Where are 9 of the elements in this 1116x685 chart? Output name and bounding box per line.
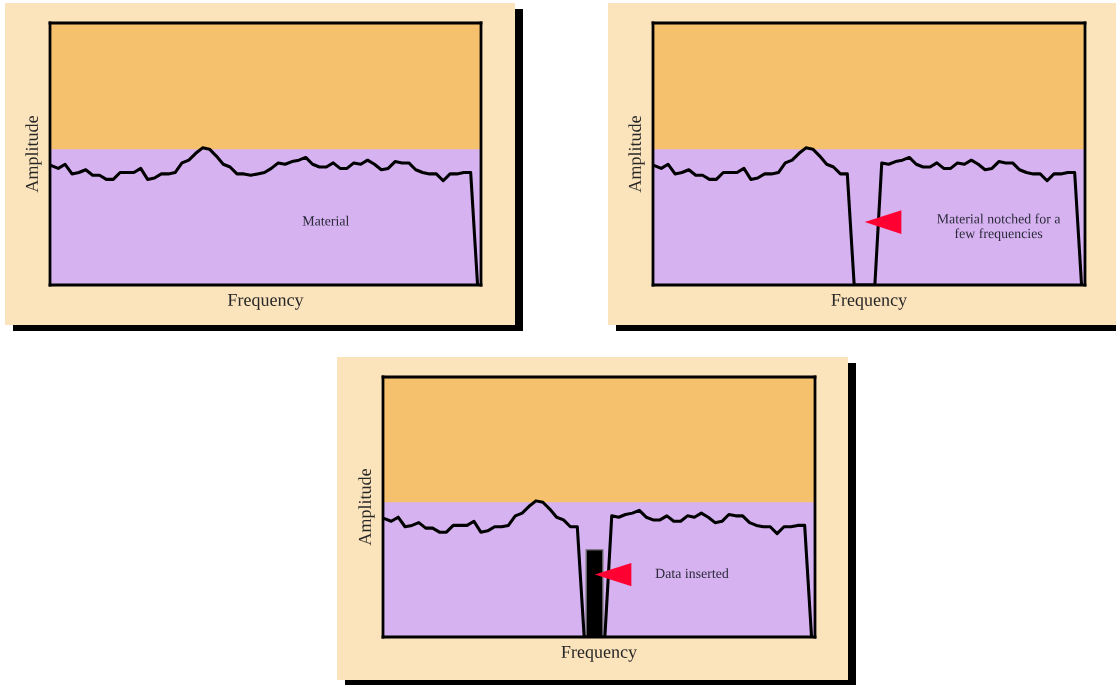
annotation: Material [302, 215, 350, 226]
y-axis-title: Amplitude [25, 116, 42, 193]
y-axis-title: Amplitude [358, 469, 375, 546]
x-axis-title: Frequency [831, 293, 908, 310]
x-axis-title: Frequency [227, 293, 304, 310]
annotation: Material notched for a few frequencies [937, 213, 1061, 241]
x-axis-title: Frequency [561, 645, 638, 662]
annotation: Data inserted [655, 568, 729, 579]
y-axis-title: Amplitude [628, 116, 645, 193]
